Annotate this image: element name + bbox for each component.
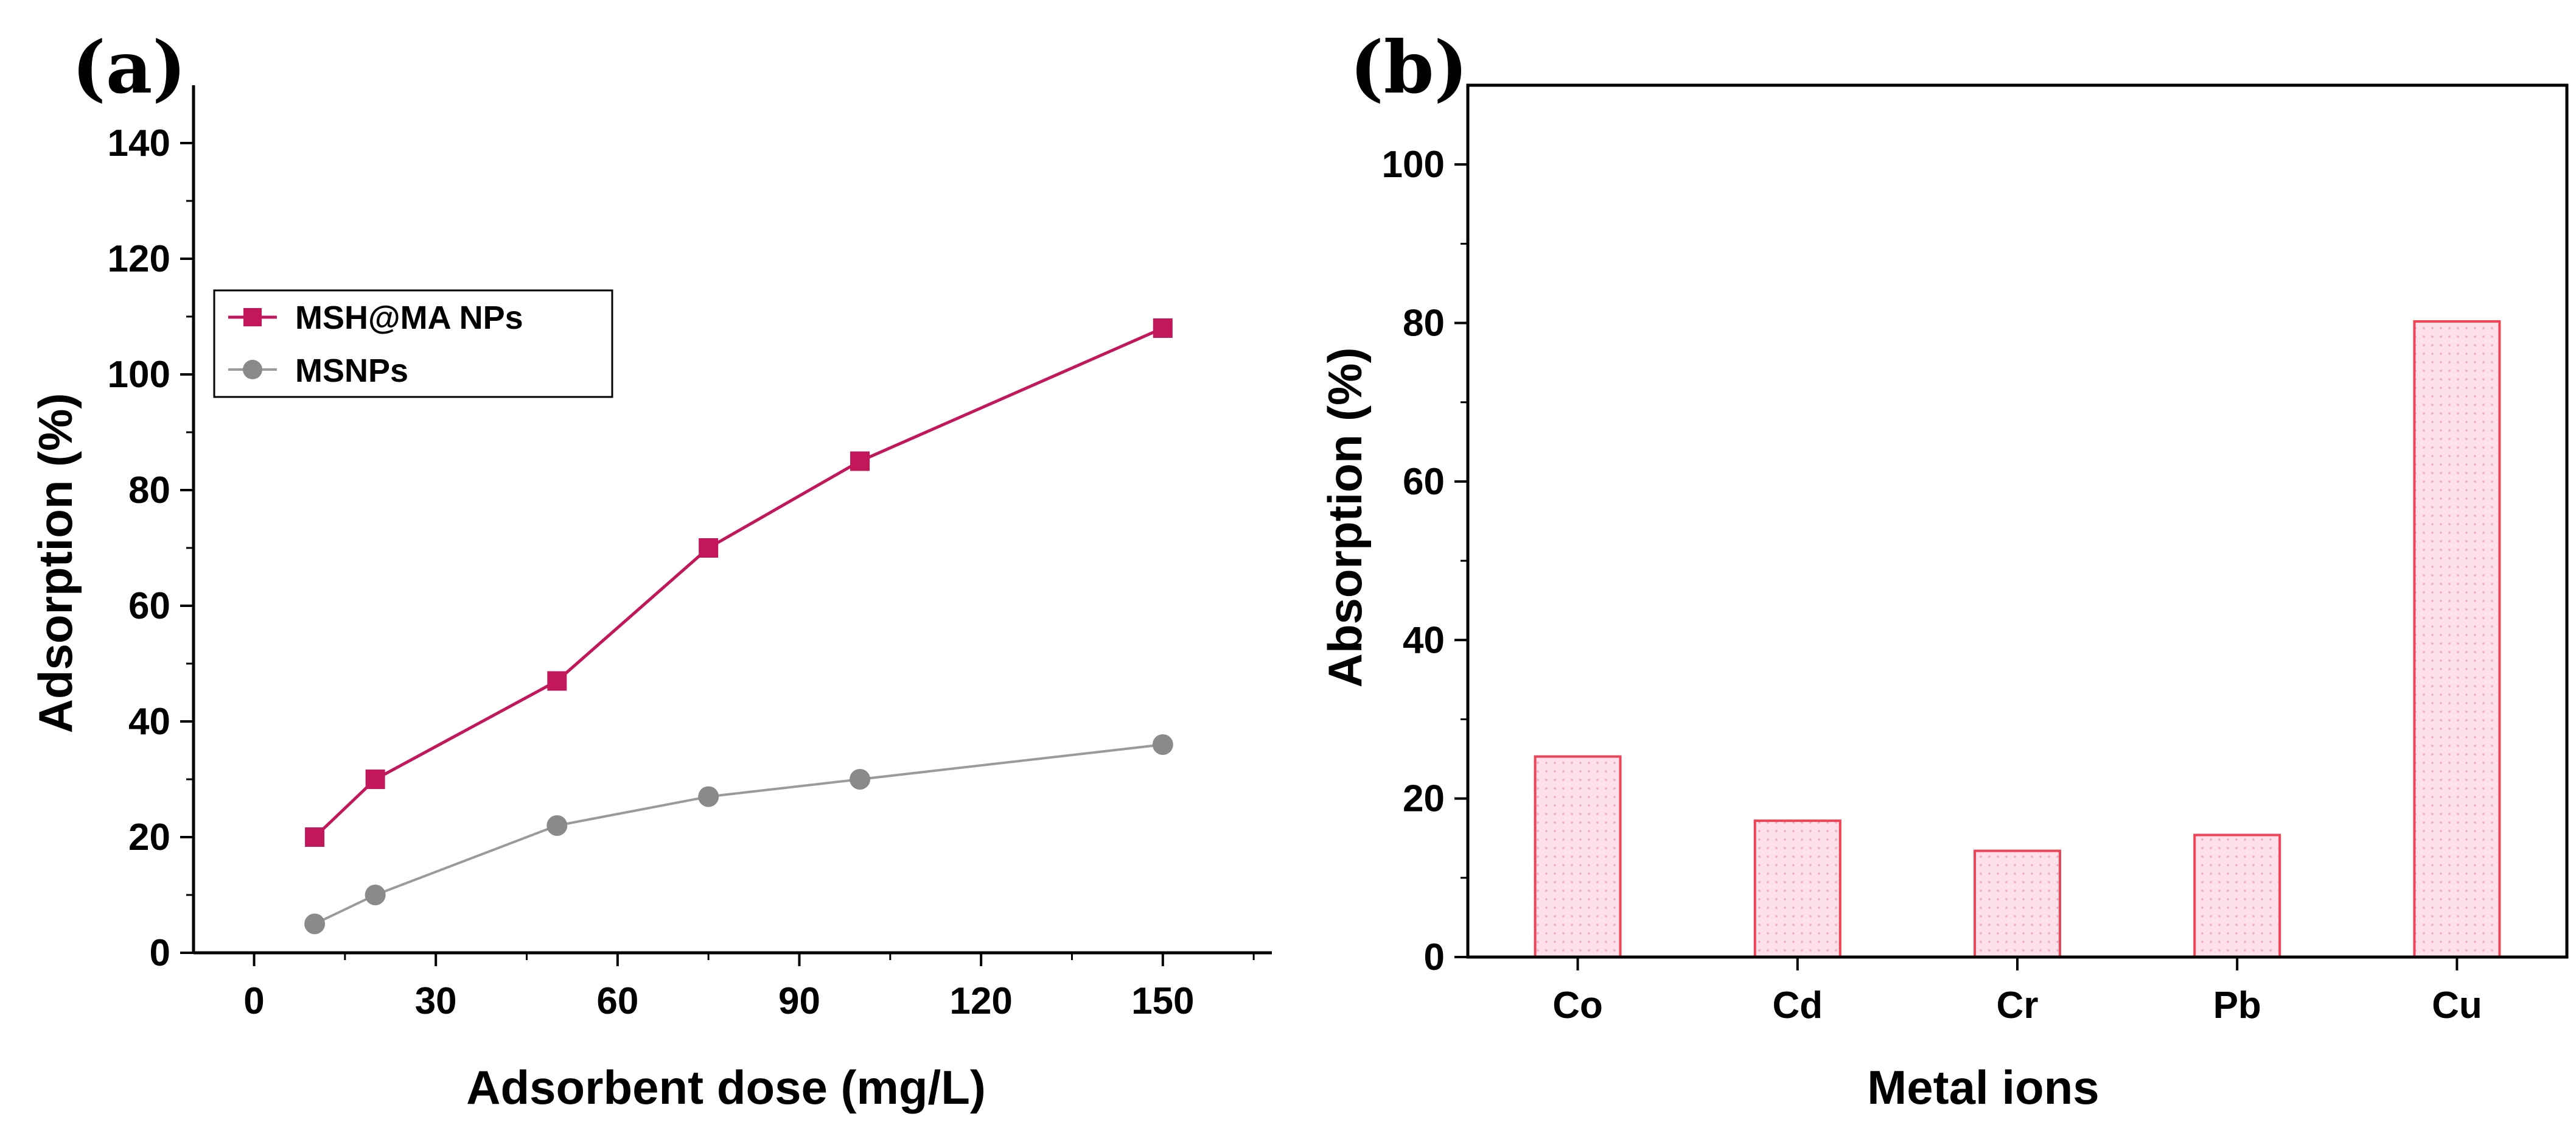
panel-label-a: (a) — [72, 25, 186, 110]
x-axis-title-a: Adsorbent dose (mg/L) — [466, 1061, 986, 1114]
y-tick-label-a: 120 — [108, 238, 170, 280]
y-tick-label-a: 40 — [128, 701, 170, 743]
x-tick-label-a: 60 — [596, 980, 638, 1022]
chart-b-marks — [1534, 320, 2501, 959]
x-tick-label-pb: Pb — [2213, 984, 2261, 1026]
data-point-msh-ma-nps — [547, 671, 567, 691]
y-tick-label-b: 20 — [1403, 778, 1445, 820]
chart-panel-a: (a) 0 20 40 60 80 100 120 140 0 30 60 90 120 150 Adso… — [29, 25, 1272, 1114]
plot-frame-b — [1466, 83, 2569, 959]
x-axis-title-b: Metal ions — [1867, 1061, 2099, 1114]
x-tick-label-cd: Cd — [1772, 984, 1823, 1026]
data-point-msnps — [546, 815, 568, 836]
bar-cr — [1974, 849, 2061, 959]
data-point-msh-ma-nps — [365, 770, 385, 789]
data-point-msh-ma-nps — [850, 451, 870, 471]
bar-co — [1534, 755, 1622, 958]
legend-box — [213, 289, 613, 398]
y-tick-label-b: 0 — [1424, 936, 1445, 978]
x-tick-label-a: 90 — [778, 980, 820, 1022]
y-tick-label-a: 0 — [150, 932, 170, 974]
y-tick-label-a: 100 — [108, 354, 170, 396]
legend-label-msnps: MSNPs — [295, 353, 408, 389]
legend: MSH@MA NPs MSNPs — [213, 289, 613, 398]
legend-marker-msnps — [243, 360, 262, 379]
data-point-msh-ma-nps — [1153, 318, 1173, 338]
panel-label-b: (b) — [1350, 25, 1468, 110]
x-tick-label-a: 120 — [949, 980, 1012, 1022]
legend-marker-msh — [243, 308, 262, 326]
legend-label-msh: MSH@MA NPs — [295, 300, 523, 336]
data-point-msh-ma-nps — [305, 827, 325, 847]
data-point-msnps — [1152, 734, 1173, 755]
x-tick-label-cr: Cr — [1997, 984, 2039, 1026]
x-tick-label-co: Co — [1552, 984, 1603, 1026]
bar-pb — [2193, 833, 2281, 959]
y-tick-label-b: 80 — [1403, 303, 1445, 345]
chart-b-axes: Co Cd Cr Pb Cu 0 20 40 60 80 100 — [1382, 83, 2569, 1026]
y-axis-title-a: Adsorption (%) — [29, 393, 82, 734]
y-tick-label-b: 40 — [1403, 619, 1445, 661]
chart-panel-b: (b) Co Cd Cr Pb Cu 0 20 40 60 80 100 Metal ions Ab… — [1318, 25, 2569, 1114]
y-axis-title-b: Absorption (%) — [1318, 348, 1372, 688]
bar-cu — [2413, 320, 2501, 959]
bar-cd — [1753, 819, 1841, 958]
data-point-msh-ma-nps — [699, 538, 719, 558]
series-line-msnps — [314, 743, 1164, 925]
data-point-msnps — [698, 786, 719, 807]
y-tick-label-a: 60 — [128, 585, 170, 627]
y-tick-label-a: 80 — [128, 469, 170, 511]
data-point-msnps — [365, 885, 386, 905]
x-tick-label-cu: Cu — [2432, 984, 2482, 1026]
x-tick-label-a: 150 — [1131, 980, 1194, 1022]
x-tick-label-a: 30 — [415, 980, 457, 1022]
y-tick-label-b: 100 — [1382, 144, 1445, 186]
chart-a-marks — [304, 318, 1173, 935]
data-point-msnps — [304, 913, 326, 935]
y-tick-label-b: 60 — [1403, 461, 1445, 503]
y-tick-label-a: 20 — [128, 816, 170, 858]
data-point-msnps — [850, 769, 871, 790]
chart-a-axes: 0 20 40 60 80 100 120 140 0 30 60 90 120 150 — [108, 85, 1272, 1022]
x-tick-label-a: 0 — [243, 980, 264, 1022]
y-tick-label-a: 140 — [108, 122, 170, 164]
series-line-msh-ma-nps — [313, 326, 1164, 838]
